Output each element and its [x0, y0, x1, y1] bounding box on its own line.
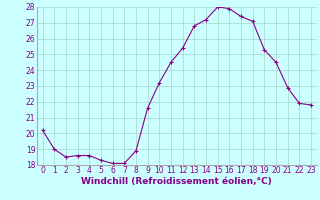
- X-axis label: Windchill (Refroidissement éolien,°C): Windchill (Refroidissement éolien,°C): [81, 177, 272, 186]
